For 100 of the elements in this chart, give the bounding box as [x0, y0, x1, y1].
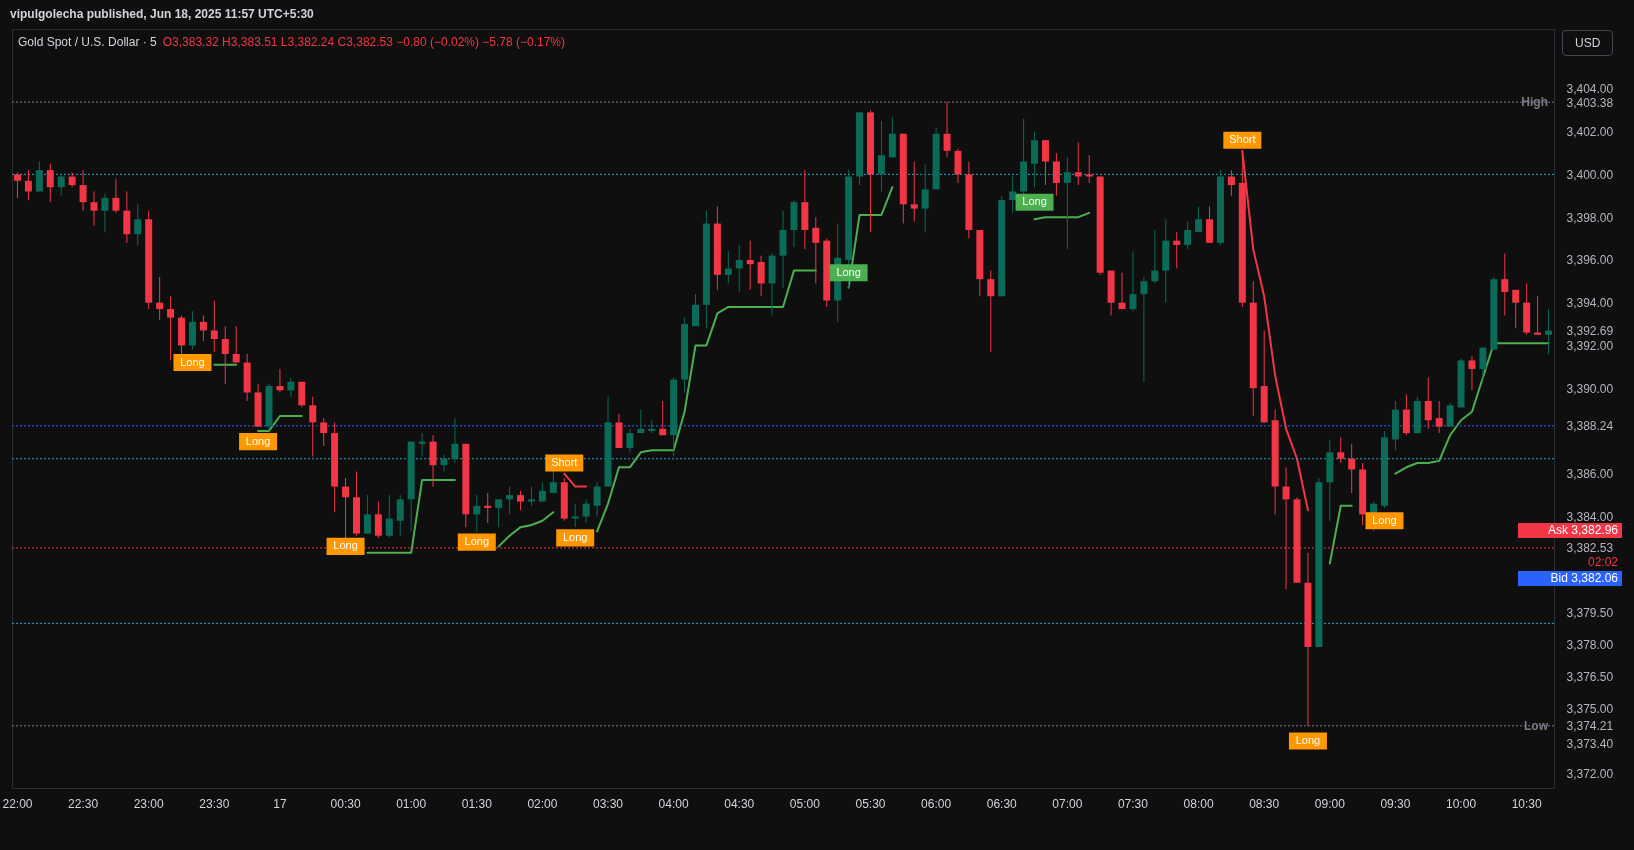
y-tick-label: 3,384.00 — [1566, 509, 1614, 524]
candlestick — [943, 101, 951, 158]
candlestick — [309, 396, 317, 458]
candlestick — [1009, 176, 1017, 214]
y-tick-label: 3,392.00 — [1566, 338, 1614, 353]
x-tick-label: 23:00 — [133, 796, 165, 811]
candlestick — [724, 250, 732, 284]
x-tick-label: 09:30 — [1380, 796, 1411, 811]
candlestick — [582, 498, 590, 524]
candlestick — [626, 428, 634, 453]
candlestick — [35, 161, 43, 192]
candlestick — [692, 293, 700, 327]
candlestick — [757, 255, 765, 297]
annotation: Ask 3,382.96 — [1518, 523, 1622, 539]
y-tick-label: 3,402.00 — [1566, 125, 1614, 140]
y-tick-label: 3,388.24 — [1566, 419, 1614, 434]
candlestick — [1424, 377, 1432, 430]
x-tick-label: 05:00 — [789, 796, 821, 811]
x-tick-label: 10:30 — [1511, 796, 1542, 811]
candlestick — [910, 161, 918, 222]
candlestick — [1195, 205, 1203, 233]
y-tick-label: 3,378.00 — [1566, 638, 1614, 653]
text: USD — [1562, 30, 1614, 56]
candlestick — [1402, 394, 1410, 436]
candlestick — [1446, 402, 1454, 428]
x-tick-label: 06:00 — [921, 796, 952, 811]
candlestick — [287, 377, 295, 398]
candlestick — [746, 240, 754, 291]
candlestick — [954, 148, 962, 184]
x-tick-label: 07:30 — [1117, 796, 1149, 811]
candlestick — [276, 368, 284, 393]
candlestick — [79, 169, 87, 212]
y-tick-label: 3,372.00 — [1566, 766, 1614, 781]
candlestick — [342, 477, 350, 539]
y-tick-label: 3,374.21 — [1566, 719, 1614, 734]
candlestick — [13, 171, 21, 199]
candlestick — [659, 400, 667, 436]
candlestick — [418, 432, 426, 458]
candlestick — [199, 315, 207, 342]
candlestick — [134, 203, 142, 246]
x-tick-label: 02:00 — [527, 796, 558, 811]
candlestick — [429, 434, 437, 488]
candlestick — [987, 270, 995, 353]
x-tick-label: 08:30 — [1249, 796, 1280, 811]
candlestick — [1479, 347, 1487, 383]
candlestick — [506, 486, 514, 515]
x-tick-label: 08:00 — [1183, 796, 1214, 811]
y-tick-label: 3,382.53 — [1566, 541, 1614, 556]
candlestick — [1052, 152, 1060, 197]
x-tick-label: 22:00 — [2, 796, 33, 811]
candlestick — [1129, 250, 1137, 312]
candlestick — [1041, 139, 1049, 186]
candlestick — [888, 116, 896, 158]
y-tick-label: 3,386.00 — [1566, 467, 1614, 482]
y-tick-label: 3,376.50 — [1566, 670, 1614, 685]
candlestick — [1534, 295, 1542, 336]
y-tick-label: 3,398.00 — [1566, 210, 1614, 225]
candlestick — [363, 494, 371, 535]
candlestick — [484, 492, 492, 524]
candlestick — [167, 295, 175, 361]
candlestick — [298, 381, 306, 408]
ref-line-label: High — [1521, 95, 1548, 110]
y-tick-label: 3,394.00 — [1566, 296, 1614, 311]
candlestick — [538, 481, 546, 502]
x-tick-label: 23:30 — [199, 796, 230, 811]
x-tick-label: 03:30 — [593, 796, 624, 811]
x-tick-label: 04:30 — [724, 796, 755, 811]
candlestick — [385, 494, 393, 539]
candlestick — [101, 193, 109, 233]
x-tick-label: 00:30 — [330, 796, 361, 811]
candlestick — [517, 490, 525, 511]
y-tick-label: 3,390.00 — [1566, 381, 1614, 396]
x-tick-label: 06:30 — [986, 796, 1018, 811]
candlestick — [232, 325, 240, 364]
candlestick — [812, 216, 820, 284]
x-tick-label: 01:30 — [461, 796, 493, 811]
candlestick — [1085, 154, 1093, 184]
candlestick — [1501, 252, 1509, 316]
candlestick — [112, 178, 120, 214]
y-tick-label: 3,400.00 — [1566, 167, 1614, 182]
candlestick — [1184, 220, 1192, 250]
ref-line-label: Low — [1524, 718, 1549, 733]
x-tick-label: 17 — [273, 796, 287, 811]
candlestick — [495, 498, 503, 528]
y-tick-label: 3,373.40 — [1566, 736, 1614, 751]
candlestick — [24, 169, 32, 201]
candlestick — [735, 244, 743, 293]
candlestick — [68, 171, 76, 188]
candlestick — [527, 486, 535, 507]
candlestick — [440, 453, 448, 473]
candlestick — [57, 173, 65, 197]
y-tick-label: 3,404.00 — [1566, 82, 1614, 97]
candlestick — [1173, 231, 1181, 269]
y-tick-label: 3,392.69 — [1566, 324, 1614, 339]
text: 02:02 — [1586, 555, 1619, 571]
candlestick — [593, 481, 601, 517]
candlestick — [1435, 400, 1443, 434]
x-tick-label: 04:00 — [658, 796, 689, 811]
candlestick — [1074, 141, 1082, 186]
candlestick — [210, 300, 218, 353]
